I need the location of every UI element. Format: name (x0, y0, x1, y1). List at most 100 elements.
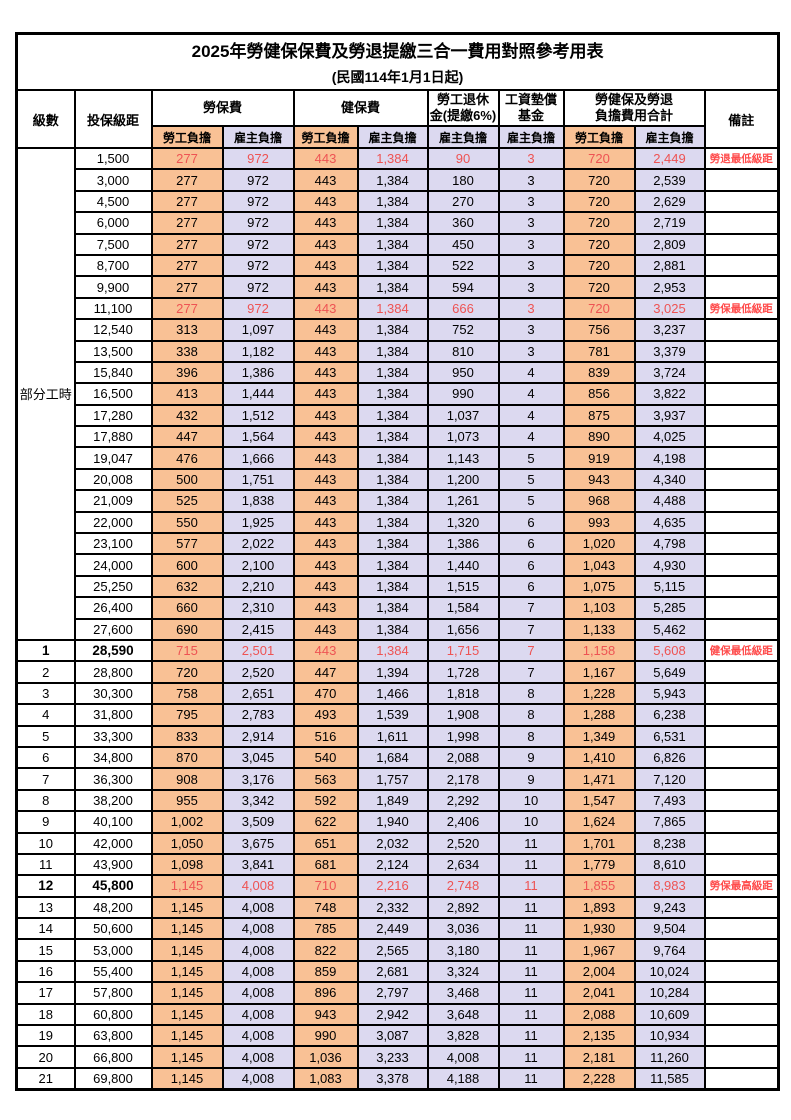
table-row: 17,880 447 1,564 443 1,384 1,073 4 890 4,025 (17, 425, 780, 449)
labor-employee-cell: 338 (150, 339, 224, 363)
salary-cell: 38,200 (73, 788, 153, 813)
health-employee-cell: 443 (292, 467, 359, 492)
total-employer-cell: 6,531 (633, 724, 706, 748)
total-employee-cell: 720 (562, 189, 636, 214)
salary-cell: 33,300 (73, 724, 153, 748)
labor-employer-cell: 3,342 (221, 788, 295, 813)
title-row: 2025年勞健保保費及勞退提繳三合一費用對照參考用表 (民國114年1月1日起) (15, 32, 780, 91)
col-header-wage-fund: 工資墊償 基金 (497, 89, 565, 127)
wage-fund-employer-cell: 4 (497, 382, 565, 406)
pension-employer-cell: 1,143 (426, 446, 500, 470)
remark-cell (703, 660, 780, 684)
health-employer-cell: 1,384 (356, 189, 429, 214)
table-row: 9 40,100 1,002 3,509 622 1,940 2,406 10 1,624 7,8… (15, 810, 780, 834)
health-employee-cell: 443 (292, 446, 359, 470)
total-employee-cell: 720 (562, 296, 636, 321)
labor-employee-cell: 577 (150, 532, 224, 556)
col-header-health-insurance: 健保費 (292, 89, 429, 127)
pension-employer-cell: 360 (426, 211, 500, 235)
total-employer-cell: 3,724 (633, 360, 706, 385)
remark-cell (703, 681, 780, 706)
pension-employer-cell: 810 (426, 339, 500, 363)
header-group-row: 級數 投保級距 勞保費 健保費 勞工退休 金(提繳6%) 工資墊償 基金 勞健保… (15, 89, 780, 149)
pension-employer-cell: 950 (426, 360, 500, 385)
table-row: 19,047 476 1,666 443 1,384 1,143 5 919 4,198 (17, 446, 780, 470)
health-employer-cell: 1,384 (356, 232, 429, 256)
pension-employer-cell: 3,468 (426, 981, 500, 1005)
labor-employer-cell: 4,008 (221, 895, 295, 920)
total-employee-cell: 2,088 (562, 1002, 636, 1027)
pension-employer-cell: 1,715 (426, 638, 500, 663)
total-employee-cell: 2,228 (562, 1066, 636, 1091)
labor-employee-cell: 1,145 (150, 895, 224, 920)
salary-cell: 9,900 (73, 275, 153, 299)
labor-employee-cell: 313 (150, 318, 224, 342)
labor-employer-cell: 1,512 (221, 403, 295, 428)
labor-employee-cell: 447 (150, 425, 224, 449)
health-employer-cell: 1,384 (356, 339, 429, 363)
salary-cell: 55,400 (73, 959, 153, 984)
col-header-total: 勞健保及勞退 負擔費用合計 (562, 89, 706, 127)
health-employer-cell: 1,384 (356, 211, 429, 235)
salary-cell: 19,047 (73, 446, 153, 470)
wage-fund-employer-cell: 8 (497, 703, 565, 727)
labor-employee-cell: 525 (150, 489, 224, 513)
labor-employee-cell: 277 (150, 253, 224, 278)
total-employer-cell: 8,983 (633, 874, 706, 898)
pension-employer-cell: 3,648 (426, 1002, 500, 1027)
remark-cell (703, 617, 780, 642)
health-employer-cell: 1,940 (356, 810, 429, 834)
table-row: 8,700 277 972 443 1,384 522 3 720 2,881 (17, 253, 780, 278)
remark-cell (703, 1066, 780, 1091)
labor-employee-cell: 476 (150, 446, 224, 470)
total-employer-cell: 2,881 (633, 253, 706, 278)
wage-fund-employer-cell: 11 (497, 1023, 565, 1048)
title-cell: 2025年勞健保保費及勞退提繳三合一費用對照參考用表 (民國114年1月1日起) (15, 32, 780, 91)
remark-cell (703, 767, 780, 791)
labor-employee-cell: 1,098 (150, 852, 224, 877)
wage-fund-employer-cell: 7 (497, 617, 565, 642)
remark-cell (703, 745, 780, 770)
health-employer-cell: 1,539 (356, 703, 429, 727)
health-employer-cell: 1,384 (356, 446, 429, 470)
total-employee-cell: 1,020 (562, 532, 636, 556)
table-row: 7 36,300 908 3,176 563 1,757 2,178 9 1,471 7,120 (15, 767, 780, 791)
remark-cell (703, 724, 780, 748)
total-employee-cell: 1,349 (562, 724, 636, 748)
total-employer-cell: 7,120 (633, 767, 706, 791)
level-cell: 11 (15, 852, 76, 877)
total-employer-cell: 5,285 (633, 596, 706, 620)
total-employee-cell: 1,133 (562, 617, 636, 642)
wage-fund-employer-cell: 7 (497, 660, 565, 684)
health-employer-cell: 1,384 (356, 403, 429, 428)
total-employer-cell: 8,238 (633, 831, 706, 855)
remark-cell (703, 938, 780, 962)
labor-employer-cell: 2,100 (221, 553, 295, 577)
table-row: 11,100 277 972 443 1,384 666 3 720 3,025 勞保最低級距 (17, 296, 780, 321)
health-employee-cell: 943 (292, 1002, 359, 1027)
col-header-level: 級數 (15, 89, 76, 149)
salary-cell: 11,100 (73, 296, 153, 321)
health-employer-cell: 1,384 (356, 510, 429, 535)
health-employee-cell: 785 (292, 917, 359, 941)
total-employer-cell: 3,379 (633, 339, 706, 363)
wage-fund-employer-cell: 5 (497, 446, 565, 470)
total-employer-cell: 2,629 (633, 189, 706, 214)
table-row: 3 30,300 758 2,651 470 1,466 1,818 8 1,228 5,943 (15, 681, 780, 706)
health-employee-cell: 651 (292, 831, 359, 855)
salary-cell: 28,590 (73, 638, 153, 663)
salary-cell: 31,800 (73, 703, 153, 727)
health-employer-cell: 2,332 (356, 895, 429, 920)
table-row: 2 28,800 720 2,520 447 1,394 1,728 7 1,167 5,649 (15, 660, 780, 684)
table-row: 22,000 550 1,925 443 1,384 1,320 6 993 4,635 (17, 510, 780, 535)
table-row: 21 69,800 1,145 4,008 1,083 3,378 4,188 11 2,228… (15, 1066, 780, 1091)
health-employer-cell: 1,384 (356, 275, 429, 299)
health-employer-cell: 1,384 (356, 425, 429, 449)
labor-employer-cell: 972 (221, 146, 295, 171)
level-cell: 19 (15, 1023, 76, 1048)
wage-fund-employer-cell: 5 (497, 467, 565, 492)
health-employee-cell: 447 (292, 660, 359, 684)
total-employee-cell: 781 (562, 339, 636, 363)
remark-cell (703, 574, 780, 599)
health-employer-cell: 2,216 (356, 874, 429, 898)
